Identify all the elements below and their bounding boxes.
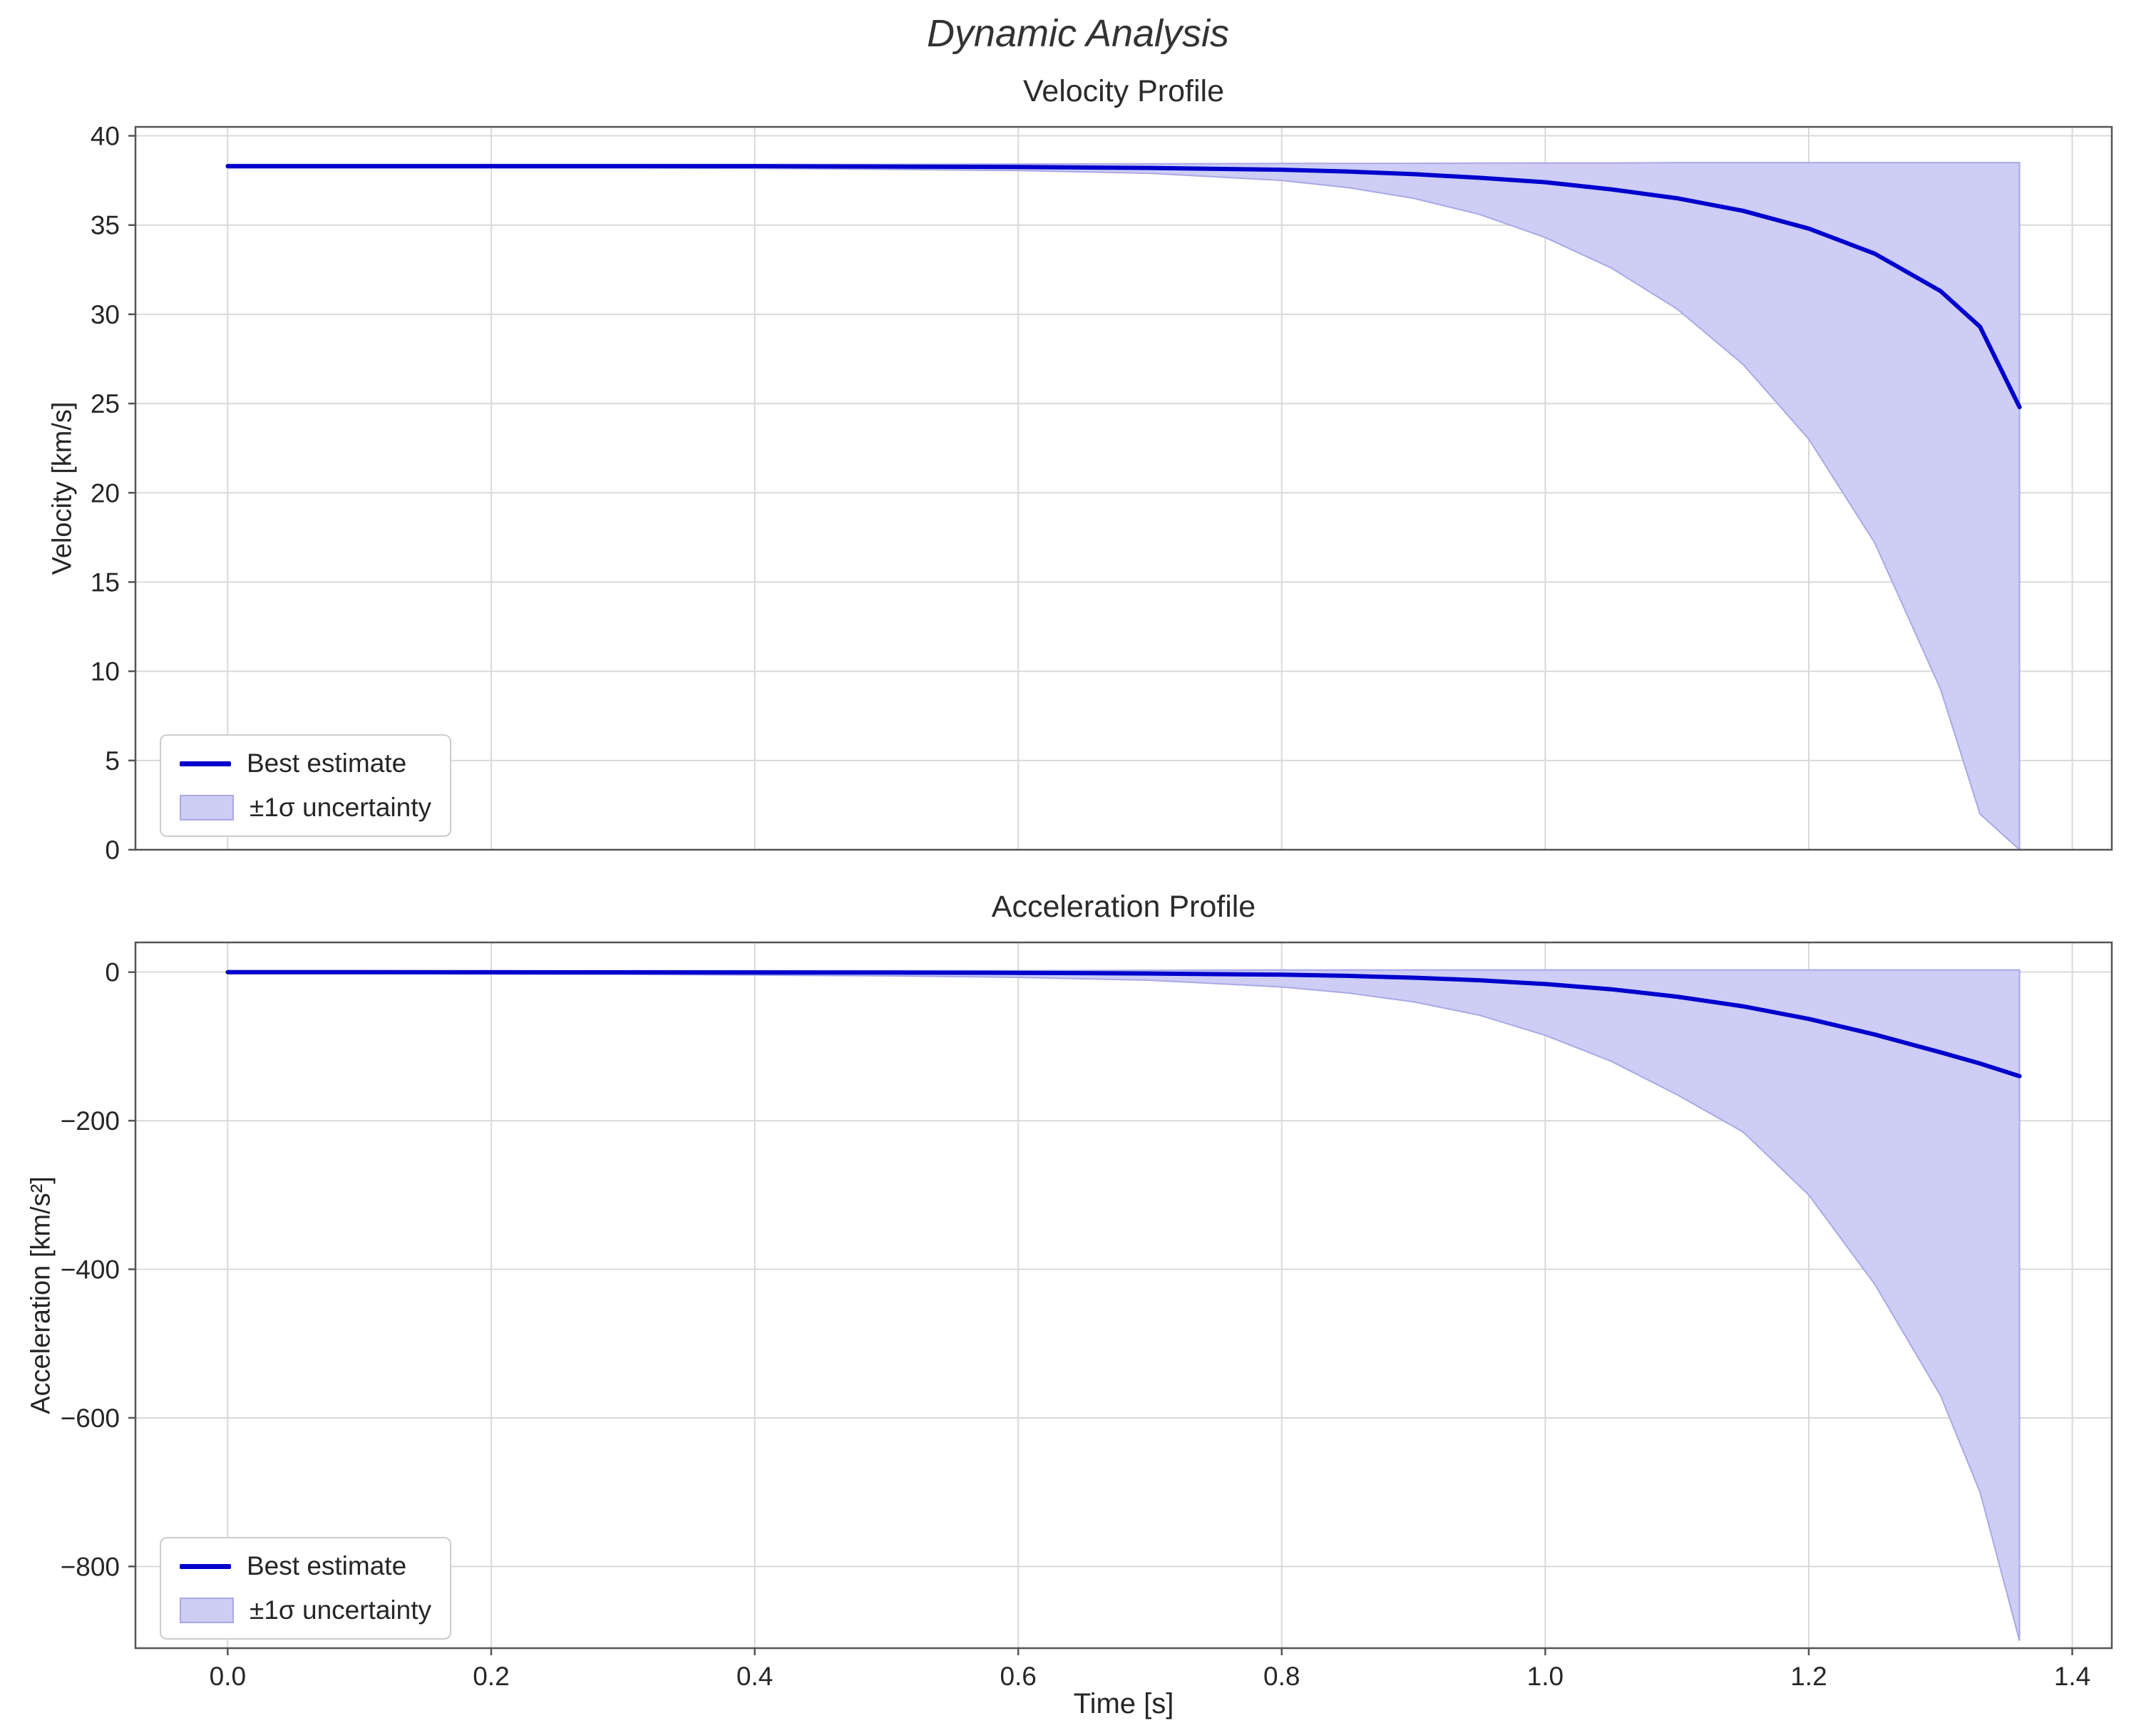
svg-text:25: 25 xyxy=(91,389,120,418)
svg-text:0: 0 xyxy=(105,835,120,865)
svg-text:−800: −800 xyxy=(61,1552,120,1581)
acceleration-chart-title: Acceleration Profile xyxy=(991,890,1256,924)
uncertainty-patch-icon xyxy=(180,1598,234,1623)
legend-label: ±1σ uncertainty xyxy=(250,793,431,822)
line-sample-icon xyxy=(180,1563,231,1569)
svg-text:1.2: 1.2 xyxy=(1790,1662,1827,1691)
legend-item-best-estimate: Best estimate xyxy=(180,1551,431,1581)
svg-text:0.4: 0.4 xyxy=(736,1662,773,1691)
svg-text:20: 20 xyxy=(91,478,120,508)
uncertainty-patch-icon xyxy=(180,795,234,821)
svg-text:35: 35 xyxy=(91,211,120,240)
acceleration-legend: Best estimate ±1σ uncertainty xyxy=(160,1537,451,1640)
velocity-legend: Best estimate ±1σ uncertainty xyxy=(160,734,451,837)
svg-text:−400: −400 xyxy=(61,1255,120,1285)
velocity-chart-title: Velocity Profile xyxy=(1022,74,1225,108)
legend-item-best-estimate: Best estimate xyxy=(180,749,431,778)
line-sample-icon xyxy=(180,761,231,766)
svg-text:1.0: 1.0 xyxy=(1527,1662,1564,1691)
svg-text:10: 10 xyxy=(91,657,120,686)
legend-item-uncertainty: ±1σ uncertainty xyxy=(180,1595,431,1625)
svg-text:−200: −200 xyxy=(61,1106,120,1136)
legend-item-uncertainty: ±1σ uncertainty xyxy=(180,793,431,823)
svg-text:15: 15 xyxy=(91,567,120,597)
svg-text:0.6: 0.6 xyxy=(1000,1662,1036,1691)
legend-label: Best estimate xyxy=(247,1551,407,1580)
svg-text:0: 0 xyxy=(105,958,120,987)
legend-label: Best estimate xyxy=(247,749,407,778)
svg-text:0.2: 0.2 xyxy=(473,1662,509,1691)
svg-text:1.4: 1.4 xyxy=(2054,1662,2090,1691)
x-axis-label: Time [s] xyxy=(1073,1688,1174,1719)
svg-text:0.8: 0.8 xyxy=(1263,1662,1300,1691)
figure-title: Dynamic Analysis xyxy=(926,12,1230,55)
svg-text:40: 40 xyxy=(91,122,120,151)
svg-text:30: 30 xyxy=(91,300,120,329)
svg-text:−600: −600 xyxy=(61,1404,120,1433)
svg-text:0.0: 0.0 xyxy=(210,1662,246,1691)
legend-label: ±1σ uncertainty xyxy=(250,1595,431,1625)
svg-text:5: 5 xyxy=(105,746,120,776)
